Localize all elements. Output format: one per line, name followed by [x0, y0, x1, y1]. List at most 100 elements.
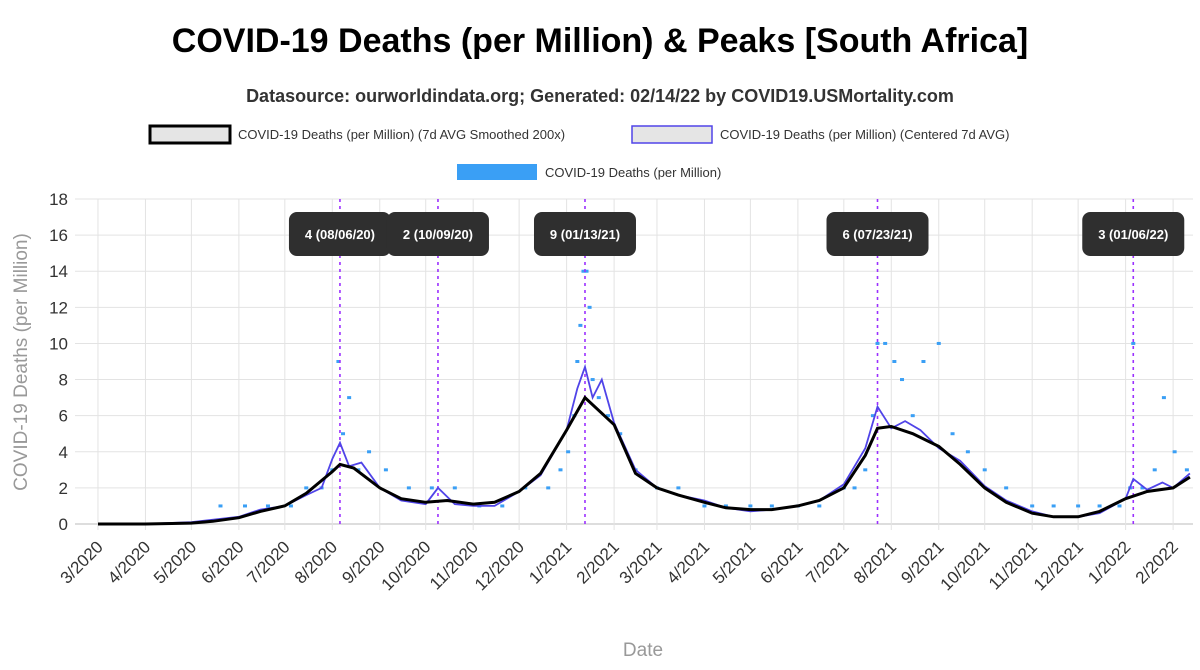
x-tick-label: 6/2020: [197, 537, 247, 587]
x-tick-label: 10/2021: [937, 537, 994, 594]
x-tick-label: 7/2020: [243, 537, 293, 587]
x-tick-label: 6/2021: [756, 537, 806, 587]
daily-deaths-points: [218, 269, 1189, 508]
daily-point: [452, 486, 457, 490]
x-tick-label: 8/2020: [291, 537, 341, 587]
daily-point: [892, 360, 897, 363]
daily-point: [590, 378, 595, 382]
daily-point: [921, 360, 926, 363]
legend-label-centered[interactable]: COVID-19 Deaths (per Million) (Centered …: [720, 127, 1009, 142]
daily-point: [676, 486, 681, 490]
y-tick-label: 2: [59, 479, 68, 498]
daily-point: [596, 396, 601, 400]
x-tick-label: 11/2021: [985, 537, 1041, 593]
x-tick-label: 10/2020: [378, 537, 435, 594]
y-axis: 0 2 4 6 8 10 12 14 16 18: [49, 190, 68, 534]
daily-point: [288, 504, 293, 508]
y-tick-label: 12: [49, 298, 68, 317]
legend-label-daily[interactable]: COVID-19 Deaths (per Million): [545, 165, 721, 180]
daily-point: [500, 504, 505, 508]
legend-swatch-centered: [631, 125, 713, 144]
x-tick-label: 5/2020: [150, 537, 200, 587]
daily-point: [852, 486, 857, 490]
daily-point: [1152, 468, 1157, 472]
daily-point: [578, 323, 583, 327]
x-tick-label: 3/2021: [616, 537, 666, 587]
daily-point: [936, 341, 941, 345]
y-tick-label: 14: [49, 262, 68, 281]
daily-point: [605, 414, 610, 418]
peak-label: 6 (07/23/21): [842, 227, 912, 242]
y-tick-label: 8: [59, 371, 68, 390]
daily-point: [870, 414, 875, 418]
peak-label: 2 (10/09/20): [403, 227, 473, 242]
peak-labels: 4 (08/06/20) 2 (10/09/20) 9 (01/13/21) 6 (0…: [288, 212, 1185, 256]
y-tick-label: 18: [49, 190, 68, 209]
legend-swatch-daily: [457, 164, 537, 180]
daily-point: [587, 305, 592, 309]
daily-point: [584, 269, 589, 273]
y-tick-label: 0: [59, 515, 68, 534]
x-tick-label: 4/2020: [104, 537, 154, 587]
y-tick-label: 16: [49, 226, 68, 245]
peak-label: 4 (08/06/20): [305, 227, 375, 242]
daily-point: [1051, 504, 1056, 508]
x-tick-label: 2/2022: [1132, 537, 1182, 587]
x-tick-label: 11/2020: [426, 537, 482, 593]
daily-point: [1030, 504, 1035, 508]
x-axis-title: Date: [623, 640, 663, 661]
daily-point: [304, 486, 309, 490]
x-tick-label: 1/2022: [1084, 537, 1134, 587]
peak-label: 9 (01/13/21): [550, 227, 620, 242]
daily-point: [1161, 396, 1166, 400]
daily-point: [566, 450, 571, 454]
daily-point: [575, 360, 580, 363]
daily-point: [910, 414, 915, 418]
peak-label: 3 (01/06/22): [1098, 227, 1168, 242]
daily-point: [1140, 486, 1145, 490]
legend-label-smoothed[interactable]: COVID-19 Deaths (per Million) (7d AVG Sm…: [238, 127, 565, 142]
daily-point: [982, 468, 987, 472]
daily-point: [218, 504, 223, 508]
daily-point: [1004, 486, 1009, 490]
smoothed-7d-avg-line: [98, 395, 1191, 526]
x-tick-label: 2/2021: [573, 537, 623, 587]
daily-point: [429, 486, 434, 490]
y-tick-label: 4: [59, 443, 68, 462]
daily-point: [1076, 504, 1081, 508]
daily-point: [817, 504, 822, 508]
x-tick-label: 12/2020: [471, 537, 528, 594]
daily-point: [748, 504, 753, 508]
legend: COVID-19 Deaths (per Million) (7d AVG Sm…: [148, 124, 1009, 180]
daily-point: [336, 360, 341, 363]
legend-swatch-smoothed: [148, 124, 232, 145]
peak-label-box: [288, 212, 391, 256]
daily-point: [702, 504, 707, 508]
daily-point: [265, 504, 270, 508]
daily-point: [875, 341, 880, 345]
x-tick-label: 1/2021: [525, 537, 575, 587]
daily-point: [406, 486, 411, 490]
daily-point: [723, 504, 728, 508]
daily-point: [242, 504, 247, 508]
daily-point: [1117, 504, 1122, 508]
peak-label-box: [533, 212, 636, 256]
chart-subtitle: Datasource: ourworldindata.org; Generate…: [246, 86, 954, 106]
daily-point: [863, 468, 868, 472]
peak-label-box: [826, 212, 929, 256]
y-tick-label: 10: [49, 334, 68, 353]
x-tick-label: 7/2021: [802, 537, 852, 587]
peak-lines: [339, 199, 1135, 524]
daily-point: [769, 504, 774, 508]
daily-point: [965, 450, 970, 454]
daily-point: [900, 378, 905, 382]
daily-point: [883, 341, 888, 345]
x-tick-label: 8/2021: [850, 537, 900, 587]
x-tick-label: 12/2021: [1030, 537, 1087, 594]
x-tick-label: 5/2021: [709, 537, 759, 587]
daily-point: [1184, 468, 1189, 472]
chart-title: COVID-19 Deaths (per Million) & Peaks [S…: [171, 22, 1029, 60]
daily-point: [341, 432, 346, 436]
daily-point: [1131, 341, 1136, 345]
